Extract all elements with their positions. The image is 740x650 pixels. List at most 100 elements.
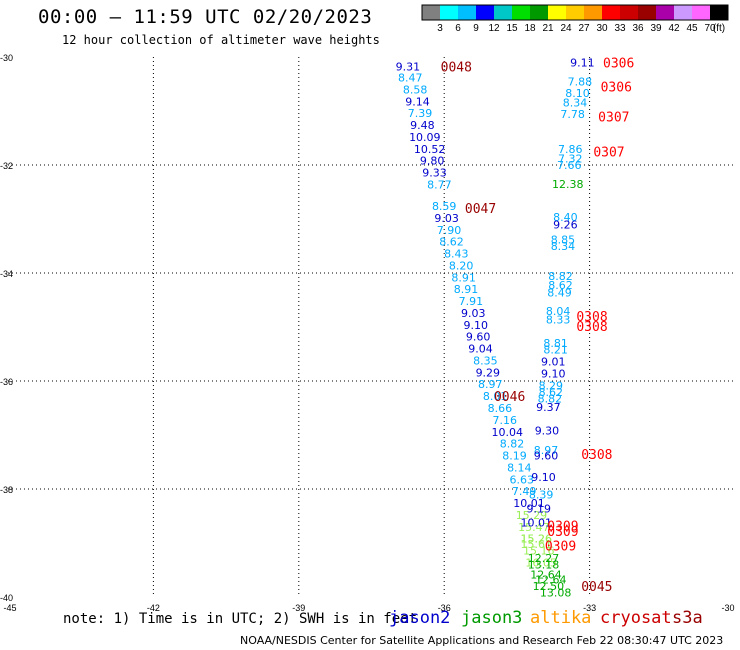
legend-tick-label: 42 [668,23,680,34]
legend-tick-label: 21 [542,23,554,34]
swh-point: 8.21 [543,344,568,357]
legend-swatch [530,5,549,20]
color-scale-legend: 3 6 9 12 15 18 21 24 27 30 33 36 39 42 45 70(ft) [421,4,729,34]
pass-time-label: 0309 [547,520,578,535]
swh-point: 8.81 [543,337,568,350]
swh-point: 8.85 [551,234,576,247]
swh-point: 9.11 [570,56,595,69]
pass-time-label: 0045 [581,580,612,595]
pass-time-labels: 0048004700460045030603060307030703080308… [441,56,635,595]
swh-point: 13.18 [528,559,560,572]
legend-tick-label: 39 [650,23,662,34]
swh-point: 8.47 [398,72,423,85]
swh-point: 9.29 [476,366,501,379]
swh-point: 8.82 [548,270,573,283]
swh-point: 9.80 [420,155,445,168]
legend-tick-label: 70 [704,23,716,34]
legend-cryosat: cryosat [600,608,672,628]
swh-point: 12.64 [535,574,567,587]
legend-tick-label: 45 [686,23,698,34]
chart-subtitle: 12 hour collection of altimeter wave hei… [62,33,380,47]
swh-point: 8.97 [534,444,559,457]
legend-tick-label: 12 [488,23,500,34]
swh-point: 9.19 [526,502,551,515]
swh-point: 8.39 [529,488,554,501]
pass-time-label: 0047 [465,202,496,217]
legend-swatch [476,5,495,20]
swh-point: 7.32 [558,153,583,166]
legend-altika: altika [530,608,592,628]
y-tick-label: -40 [0,593,13,603]
legend-swatch [422,5,441,20]
swh-point: 10.52 [414,143,446,156]
swh-point: 10.01 [521,516,553,529]
swh-point: 16.05 [525,556,557,569]
legend-swatch [602,5,621,20]
swh-point: 9.14 [405,95,430,108]
swh-data-labels: 9.318.478.589.147.399.4810.0910.529.809.… [396,56,595,599]
legend-tick-label: 30 [596,23,608,34]
pass-time-label: 0309 [547,525,578,540]
swh-point: 8.62 [548,279,573,292]
swh-point: 8.01 [483,390,508,403]
swh-point: 10.09 [409,131,441,144]
swh-point: 8.10 [565,87,590,100]
legend-swatch [656,5,675,20]
swh-point: 7.78 [560,108,585,121]
legend-swatch [620,5,639,20]
pass-time-label: 0308 [576,320,607,335]
swh-point: 15.26 [521,533,553,546]
swh-point: 7.16 [493,414,518,427]
swh-point: 8.35 [473,354,498,367]
swh-point: 8.82 [500,438,525,451]
swh-point: 12.50 [533,580,565,593]
y-tick-label: -36 [0,377,13,387]
swh-point: 9.03 [461,307,486,320]
legend-tick-label: 36 [632,23,644,34]
swh-point: 15.29 [516,509,548,522]
swh-point: 8.20 [449,259,474,272]
swh-point: 8.62 [539,386,564,399]
plot-axes: -30 -32 -34 -36 -38 -40-45 -42 -39 -36 -33 -30 [0,53,735,613]
plot-grid [8,57,735,597]
swh-point: 9.01 [541,356,566,369]
swh-point: 15.47 [518,521,550,534]
legend-jason2: jason2 [389,608,451,628]
swh-point: 8.40 [553,211,578,224]
swh-point: 8.19 [502,450,527,463]
x-tick-label: -36 [438,603,451,613]
swh-point: 9.03 [434,212,459,225]
swh-point: 9.33 [422,167,447,180]
pass-time-label: 0046 [494,390,525,405]
swh-point: 9.31 [396,61,421,74]
legend-swatch [494,5,513,20]
legend-tick-label: 33 [614,23,626,34]
swh-point: 8.04 [546,305,571,318]
legend-swatch [692,5,711,20]
swh-point: 12.27 [528,552,560,565]
swh-point: 7.90 [437,224,462,237]
swh-point: 9.48 [410,119,435,132]
legend-swatch [674,5,693,20]
swh-point: 8.59 [432,200,457,213]
units-note: note: 1) Time is in UTC; 2) SWH is in fe… [63,611,418,627]
legend-frame [421,4,729,21]
x-tick-label: -39 [292,603,305,613]
legend-tick-label: 18 [524,23,536,34]
swh-point: 7.91 [459,295,484,308]
x-tick-label: -33 [583,603,596,613]
legend-tick-label: 3 [437,23,443,34]
pass-time-label: 0307 [593,146,624,161]
swh-point: 8.58 [403,83,428,96]
swh-point: 8.43 [444,248,469,261]
legend-tick-label: 15 [506,23,518,34]
swh-point: 15.26 [521,533,553,546]
legend-tick-label: 27 [578,23,590,34]
swh-point: 8.91 [454,283,479,296]
swh-point: 9.30 [535,425,560,438]
swh-point: 7.39 [408,107,433,120]
swh-point: 12.38 [552,178,584,191]
swh-point: 9.10 [541,367,566,380]
legend-swatch [512,5,531,20]
x-tick-label: -30 [721,603,734,613]
